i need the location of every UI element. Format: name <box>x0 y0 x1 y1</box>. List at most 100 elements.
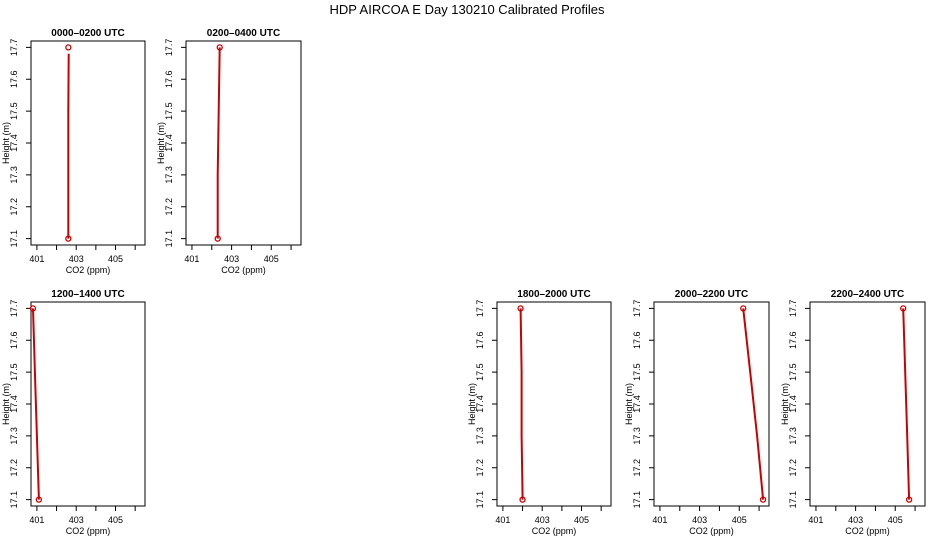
y-tick-label: 17.5 <box>164 102 174 120</box>
plot-frame <box>653 301 770 507</box>
y-tick-label: 17.4 <box>788 395 798 413</box>
y-tick-label: 17.6 <box>475 331 485 349</box>
profile-line <box>742 308 765 500</box>
profile-line <box>519 308 524 500</box>
y-tick-label: 17.6 <box>9 70 19 88</box>
y-tick-label: 17.1 <box>788 491 798 509</box>
profile-point <box>65 44 72 51</box>
y-tick-label: 17.5 <box>475 363 485 381</box>
y-tick-label: 17.1 <box>632 491 642 509</box>
panel-title: 0200–0400 UTC <box>207 28 280 39</box>
profile-panel-5: 2000–2200 UTC 401 403 405 17.1 17.2 17.3 17.4 17… <box>624 289 770 536</box>
x-tick-label: 405 <box>264 254 279 264</box>
profile-point <box>905 496 913 503</box>
profile-panel-3: 1200–1400 UTC 401 403 405 17.1 17.2 17.3 17.4 17… <box>1 289 146 536</box>
y-tick-label: 17.1 <box>475 491 485 509</box>
y-tick-label: 17.7 <box>9 300 19 318</box>
x-tick-label: 403 <box>69 515 84 525</box>
profile-point <box>740 305 747 312</box>
x-tick-label: 401 <box>184 254 199 264</box>
y-tick-label: 17.7 <box>632 300 642 318</box>
x-axis-label: CO2 (ppm) <box>66 526 111 536</box>
panel-title: 2000–2200 UTC <box>675 289 748 300</box>
y-tick-label: 17.2 <box>788 459 798 477</box>
y-tick-label: 17.1 <box>164 230 174 248</box>
x-tick-label: 405 <box>108 515 123 525</box>
y-tick-label: 17.4 <box>164 134 174 152</box>
profile-point <box>759 496 767 503</box>
y-tick-label: 17.7 <box>9 39 19 57</box>
y-tick-label: 17.2 <box>632 459 642 477</box>
profile-point <box>519 496 526 503</box>
y-axis-label: Height (m) <box>624 383 634 425</box>
x-tick-label: 401 <box>29 515 44 525</box>
y-axis-label: Height (m) <box>780 383 790 425</box>
y-axis-label: Height (m) <box>467 383 477 425</box>
y-tick-label: 17.7 <box>788 300 798 318</box>
panel-grid: 0000–0200 UTC 401 403 405 17.1 17.2 17.3 17.4 17… <box>1 28 926 536</box>
x-tick-label: 401 <box>495 515 510 525</box>
y-tick-label: 17.4 <box>475 395 485 413</box>
y-axis-label: Height (m) <box>1 122 11 164</box>
y-tick-label: 17.3 <box>164 166 174 184</box>
y-tick-label: 17.2 <box>9 459 19 477</box>
x-tick-label: 403 <box>692 515 707 525</box>
x-tick-label: 401 <box>808 515 823 525</box>
profile-panel-1: 0000–0200 UTC 401 403 405 17.1 17.2 17.3 17.4 17… <box>1 28 146 275</box>
profile-point <box>35 496 43 503</box>
y-tick-label: 17.5 <box>9 102 19 120</box>
y-axis-label: Height (m) <box>1 383 11 425</box>
x-axis-label: CO2 (ppm) <box>221 265 266 275</box>
x-tick-label: 401 <box>652 515 667 525</box>
x-tick-label: 405 <box>574 515 589 525</box>
y-tick-label: 17.2 <box>9 198 19 216</box>
profile-point <box>29 305 37 312</box>
x-axis-label: CO2 (ppm) <box>532 526 577 536</box>
y-tick-label: 17.6 <box>788 331 798 349</box>
y-tick-label: 17.1 <box>9 230 19 248</box>
y-tick-label: 17.5 <box>788 363 798 381</box>
panel-title: 1800–2000 UTC <box>517 289 590 300</box>
x-axis-label: CO2 (ppm) <box>66 265 111 275</box>
y-tick-label: 17.3 <box>632 427 642 445</box>
x-tick-label: 401 <box>29 254 44 264</box>
x-tick-label: 405 <box>732 515 747 525</box>
profile-point <box>900 305 907 312</box>
y-tick-label: 17.5 <box>632 363 642 381</box>
x-axis-label: CO2 (ppm) <box>845 526 890 536</box>
x-tick-label: 403 <box>535 515 550 525</box>
y-tick-label: 17.5 <box>9 363 19 381</box>
y-tick-label: 17.4 <box>9 395 19 413</box>
x-tick-label: 405 <box>888 515 903 525</box>
y-tick-label: 17.2 <box>164 198 174 216</box>
y-tick-label: 17.2 <box>475 459 485 477</box>
plot-frame <box>496 301 612 507</box>
y-tick-label: 17.1 <box>9 491 19 509</box>
y-tick-label: 17.3 <box>788 427 798 445</box>
profile-point <box>216 44 223 51</box>
y-tick-label: 17.3 <box>475 427 485 445</box>
y-tick-label: 17.6 <box>9 331 19 349</box>
y-tick-label: 17.4 <box>632 395 642 413</box>
plot-frame <box>30 301 146 507</box>
profile-line <box>902 308 911 500</box>
y-axis-label: Height (m) <box>156 122 166 164</box>
x-axis-label: CO2 (ppm) <box>689 526 734 536</box>
x-tick-label: 403 <box>69 254 84 264</box>
profile-line <box>216 47 221 239</box>
x-tick-label: 403 <box>224 254 239 264</box>
plot-frame <box>185 40 302 246</box>
profile-point <box>65 235 72 242</box>
profile-point <box>214 235 221 242</box>
panel-title: 2200–2400 UTC <box>831 289 904 300</box>
y-tick-label: 17.6 <box>632 331 642 349</box>
y-tick-label: 17.7 <box>164 39 174 57</box>
x-tick-label: 405 <box>108 254 123 264</box>
profile-panel-2: 0200–0400 UTC 401 403 405 17.1 17.2 17.3 17.4 17… <box>156 28 302 275</box>
y-tick-label: 17.6 <box>164 70 174 88</box>
figure-title: HDP AIRCOA E Day 130210 Calibrated Profi… <box>329 2 605 17</box>
panel-title: 1200–1400 UTC <box>51 289 124 300</box>
y-tick-label: 17.3 <box>9 166 19 184</box>
y-tick-label: 17.4 <box>9 134 19 152</box>
